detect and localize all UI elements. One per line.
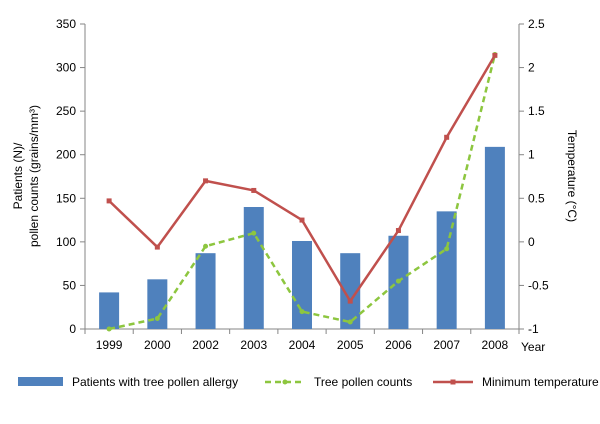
right-y-tick-label: -1 <box>528 322 539 336</box>
right-y-axis-label: Temperature (°C) <box>565 130 579 222</box>
x-tick-label: 2008 <box>482 338 509 352</box>
temperature-point-2008 <box>492 52 498 58</box>
pollen-point-1999 <box>106 326 112 332</box>
right-y-tick-label: 1.5 <box>528 104 545 118</box>
bar-2002 <box>195 253 216 329</box>
bar-2008 <box>484 146 505 329</box>
left-y-axis-label-line2: pollen counts (grains/mm³) <box>27 105 41 247</box>
line-series <box>106 52 498 332</box>
left-y-tick-label: 0 <box>69 322 76 336</box>
temperature-point-1999 <box>106 198 112 204</box>
temperature-point-2002 <box>203 178 209 184</box>
pollen-point-2005 <box>347 319 353 325</box>
bar-2007 <box>436 211 457 329</box>
temperature-point-2007 <box>444 134 450 140</box>
x-tick-label: 2004 <box>289 338 316 352</box>
x-tick-label: 2000 <box>144 338 171 352</box>
temperature-point-2000 <box>154 244 160 250</box>
legend-label-pollen: Tree pollen counts <box>314 375 412 389</box>
legend-label-temperature: Minimum temperature <box>482 375 599 389</box>
legend-item-pollen: Tree pollen counts <box>265 375 412 389</box>
right-y-tick-label: -0.5 <box>528 278 549 292</box>
left-y-ticks: 0 50 100 150 200 250 300 350 <box>56 17 85 336</box>
right-y-tick-label: 1 <box>528 148 535 162</box>
bar-2005 <box>340 253 361 329</box>
x-tick-label: 1999 <box>96 338 123 352</box>
left-y-tick-label: 250 <box>56 104 76 118</box>
legend: Patients with tree pollen allergy Tree p… <box>18 375 599 389</box>
pollen-point-2000 <box>154 316 160 322</box>
bar-2004 <box>292 240 312 329</box>
legend-swatch-patients <box>18 377 63 386</box>
x-ticks: 1999 2000 2002 2003 2004 2005 2006 2007 2008 <box>84 329 520 352</box>
x-tick-label: 2003 <box>240 338 267 352</box>
legend-label-patients: Patients with tree pollen allergy <box>72 375 238 389</box>
legend-marker-temperature <box>450 379 456 385</box>
temperature-point-2003 <box>251 187 257 193</box>
plot-area: 0 50 100 150 200 250 300 350 -1 -0.5 0 0.5 1 1.5 2 2.5… <box>56 17 549 352</box>
legend-item-temperature: Minimum temperature <box>433 375 599 389</box>
bar-series <box>99 146 505 329</box>
x-tick-label: 2005 <box>337 338 364 352</box>
left-y-tick-label: 200 <box>56 148 76 162</box>
right-y-tick-label: 0 <box>528 235 535 249</box>
left-y-tick-label: 50 <box>63 278 77 292</box>
pollen-point-2006 <box>395 278 401 284</box>
x-tick-label: 2007 <box>433 338 460 352</box>
legend-item-patients: Patients with tree pollen allergy <box>18 375 238 389</box>
right-y-tick-label: 2.5 <box>528 17 545 31</box>
left-y-axis-label-line1: Patients (N)/ <box>11 142 25 209</box>
x-axis-label: Year <box>521 340 545 354</box>
pollen-point-2003 <box>251 230 257 236</box>
pollen-point-2004 <box>299 309 305 315</box>
left-y-tick-label: 100 <box>56 235 76 249</box>
bar-2003 <box>243 207 264 329</box>
temperature-point-2006 <box>395 228 401 234</box>
left-y-tick-label: 150 <box>56 191 76 205</box>
left-y-tick-label: 300 <box>56 61 76 75</box>
temperature-point-2004 <box>299 217 305 223</box>
right-y-tick-label: 2 <box>528 61 535 75</box>
right-y-tick-label: 0.5 <box>528 191 545 205</box>
pollen-point-2002 <box>203 243 209 249</box>
left-y-tick-label: 350 <box>56 17 76 31</box>
legend-marker-pollen <box>282 379 288 385</box>
temperature-point-2005 <box>347 298 353 304</box>
x-tick-label: 2002 <box>192 338 219 352</box>
x-tick-label: 2006 <box>385 338 412 352</box>
pollen-point-2007 <box>444 246 450 252</box>
right-y-ticks: -1 -0.5 0 0.5 1 1.5 2 2.5 <box>519 17 549 336</box>
bar-1999 <box>99 292 120 329</box>
bar-2000 <box>147 279 168 329</box>
